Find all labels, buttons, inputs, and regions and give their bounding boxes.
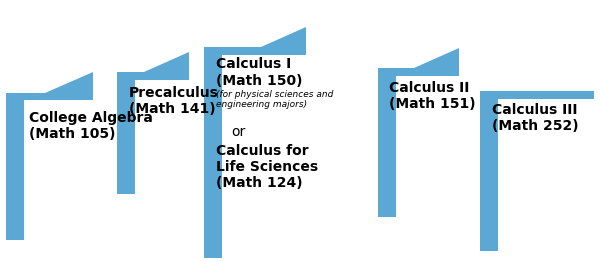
Text: Calculus I
(Math 150): Calculus I (Math 150) [216,57,302,88]
Polygon shape [414,48,459,68]
Bar [117,72,135,194]
Text: Precalculus
(Math 141): Precalculus (Math 141) [129,86,219,116]
Bar [6,93,93,100]
Text: College Algebra
(Math 105): College Algebra (Math 105) [29,111,152,141]
Bar [378,68,459,76]
Polygon shape [45,72,93,93]
Bar [480,91,594,99]
Bar [204,47,222,258]
Text: Calculus for
Life Sciences
(Math 124): Calculus for Life Sciences (Math 124) [216,144,318,190]
Text: Calculus III
(Math 252): Calculus III (Math 252) [492,103,578,133]
Text: (for physical sciences and
engineering majors): (for physical sciences and engineering m… [216,90,334,109]
Bar [6,93,24,240]
Polygon shape [144,52,189,72]
Text: Calculus II
(Math 151): Calculus II (Math 151) [389,81,475,111]
Bar [378,68,396,217]
Polygon shape [261,27,306,47]
Bar [480,91,498,251]
Bar [204,47,306,55]
Bar [117,72,189,80]
Text: or: or [231,125,245,139]
